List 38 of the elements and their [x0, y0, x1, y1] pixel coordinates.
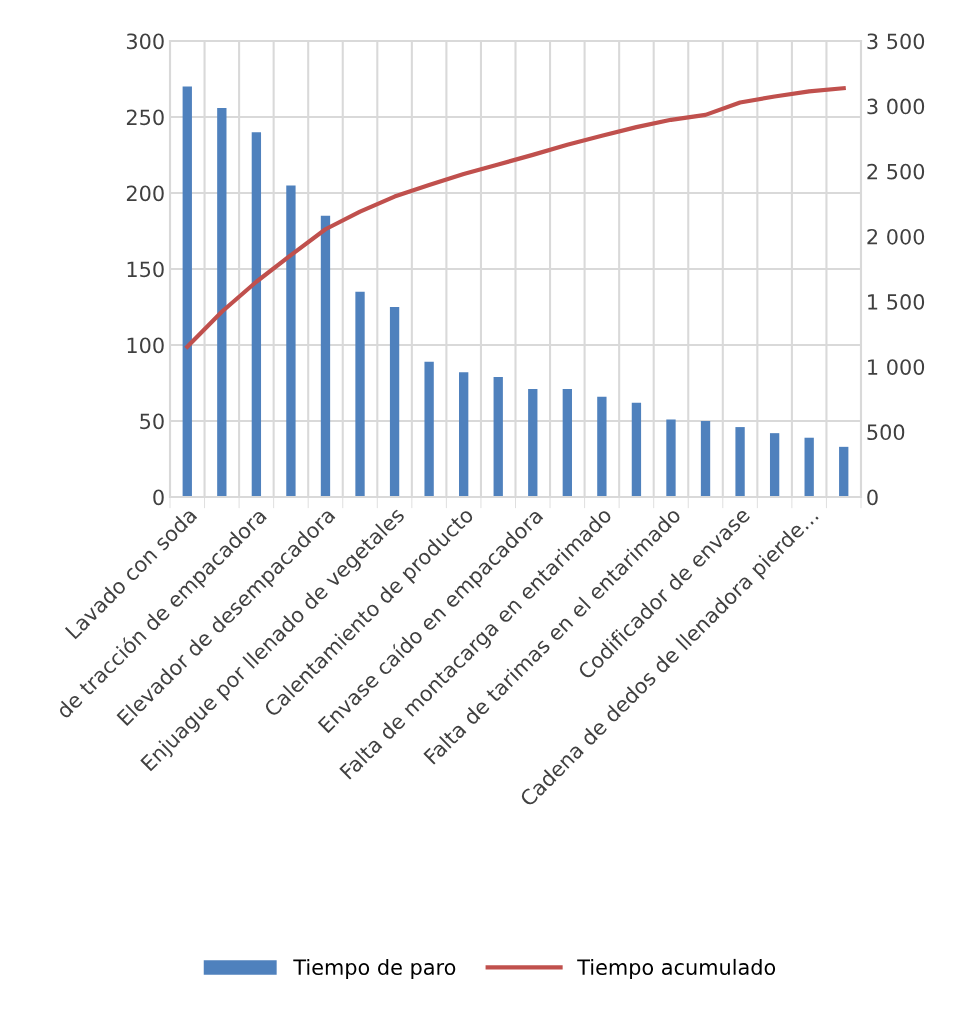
bar [182, 86, 192, 497]
bar [528, 389, 538, 497]
y2-tick-label: 3 500 [867, 33, 925, 50]
y2-tick-label: 2 500 [867, 163, 925, 180]
bar [286, 185, 296, 497]
bar [804, 437, 814, 497]
legend-label: Tiempo acumulado [577, 958, 776, 980]
y2-tick-label: 1 000 [868, 359, 925, 375]
bar [389, 307, 400, 497]
y-tick-label: 100 [127, 337, 164, 354]
y-tick-label: 250 [126, 109, 164, 126]
y2-tick-label: 2 000 [867, 228, 925, 245]
line-series [185, 86, 846, 349]
bar [459, 372, 469, 497]
y2-tick-label: 1 500 [868, 294, 925, 310]
bar [217, 107, 227, 497]
bar [735, 427, 745, 497]
bar [700, 421, 711, 497]
y2-tick-label: 0 [867, 489, 878, 506]
y-tick-label: 0 [153, 489, 164, 506]
y2-tick-label: 3 000 [867, 98, 925, 115]
bar [769, 433, 780, 497]
bar [251, 132, 262, 497]
y-tick-label: 300 [126, 33, 164, 50]
bar [597, 396, 607, 497]
bar [562, 389, 572, 497]
bar [355, 291, 365, 497]
y-tick-label: 150 [127, 261, 164, 278]
bar [839, 446, 849, 497]
bar [493, 376, 503, 497]
y2-tick-label: 500 [867, 424, 905, 441]
bar [631, 402, 642, 497]
bar [666, 419, 676, 497]
y-tick-label: 200 [126, 185, 164, 202]
legend-label: Tiempo de paro [293, 958, 456, 980]
bar [320, 215, 331, 497]
y-tick-label: 50 [140, 413, 164, 430]
bar [424, 361, 434, 497]
